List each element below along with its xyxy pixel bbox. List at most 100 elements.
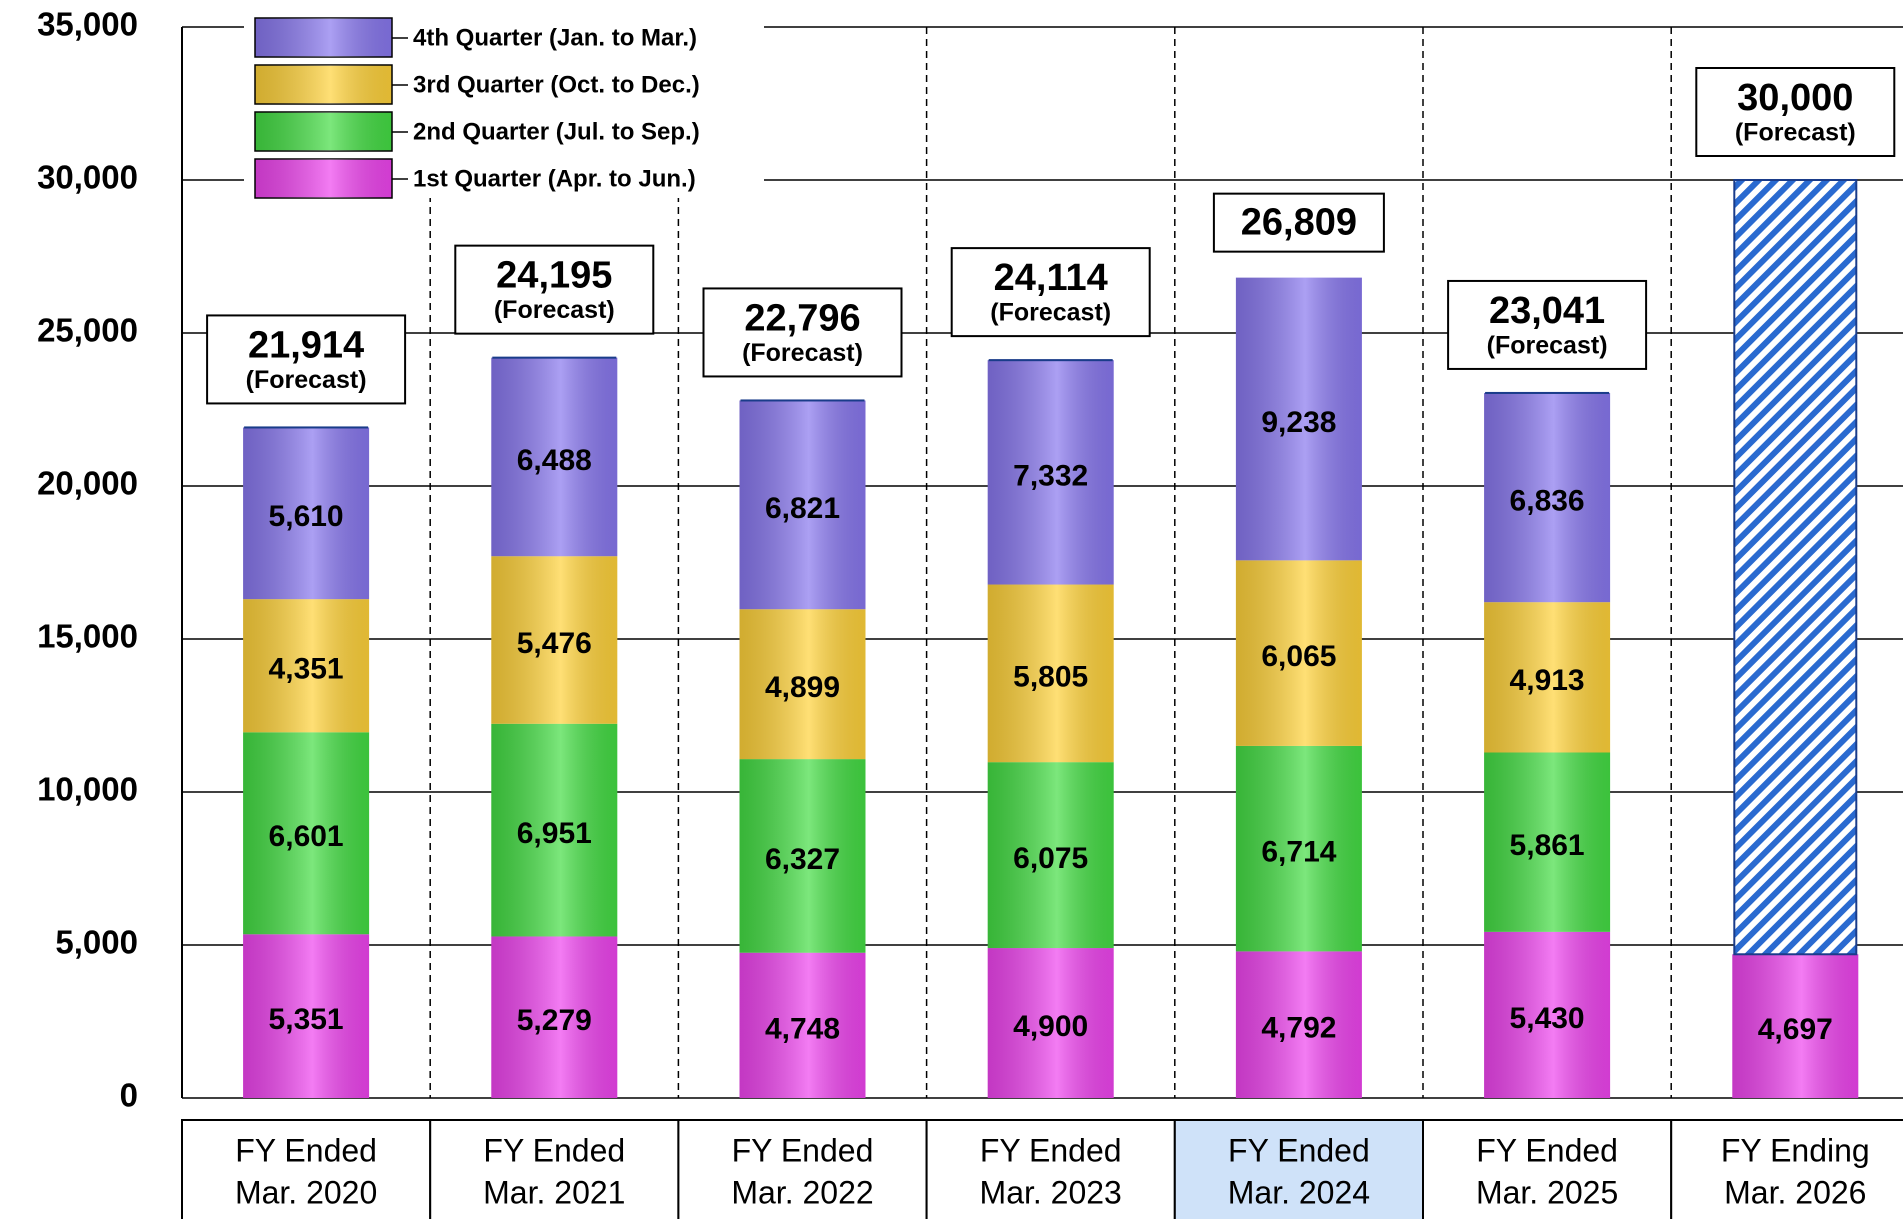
value-label: 4,351 [269,653,344,686]
value-label: 5,861 [1510,829,1585,862]
legend-swatch-shading [255,159,392,198]
value-label: 4,792 [1261,1012,1336,1045]
category-cell [1670,1119,1903,1219]
bar-shading [739,609,866,760]
forecast-label: (Forecast) [990,299,1111,327]
total-label: 24,114 [994,257,1108,299]
total-box [950,247,1151,338]
y-tick-label: 0 [120,1077,138,1114]
value-label: 5,610 [269,500,344,533]
x-tick-label: Mar. 2020 [235,1174,377,1210]
bar-shading [987,584,1114,763]
x-tick-label: Mar. 2025 [1476,1174,1618,1210]
value-label: 6,488 [517,444,592,477]
y-tick-label: 20,000 [37,465,138,502]
value-label: 9,238 [1261,406,1336,439]
x-tick-label: Mar. 2021 [483,1174,625,1210]
bar-shading [243,732,370,935]
legend-label: 1st Quarter (Apr. to Jun.) [413,165,696,192]
value-label: 5,476 [517,627,592,660]
value-label: 4,697 [1758,1013,1833,1046]
bar-shading [987,762,1114,949]
x-tick-label: Mar. 2026 [1724,1174,1866,1210]
value-label: 5,430 [1510,1002,1585,1035]
y-tick-label: 35,000 [37,6,138,43]
forecast-bar [1733,179,1858,956]
value-label: 6,714 [1261,836,1336,869]
x-tick-label: FY Ended [980,1132,1122,1168]
bar-shading [491,556,618,724]
x-tick-label: FY Ended [732,1132,874,1168]
x-tick-label: Mar. 2024 [1228,1174,1370,1210]
y-tick-label: 15,000 [37,618,138,655]
value-label: 5,351 [269,1003,344,1036]
x-tick-label: Mar. 2022 [731,1174,873,1210]
value-label: 5,279 [517,1004,592,1037]
bar-shading [739,400,866,610]
forecast-label: (Forecast) [494,296,615,324]
value-label: 4,748 [765,1012,840,1045]
x-tick-label: FY Ended [1228,1132,1370,1168]
total-label: 21,914 [248,324,364,366]
bar-shading [1235,277,1362,561]
bar-shading [1235,951,1362,1098]
total-box [1447,279,1648,370]
legend-swatch-shading [255,112,392,151]
y-tick-label: 5,000 [55,924,138,961]
total-label: 22,796 [744,297,860,339]
value-label: 6,836 [1510,484,1585,517]
category-cell [181,1119,432,1219]
bar-shading [1484,931,1611,1098]
value-label: 4,899 [765,671,840,704]
value-label: 6,601 [269,820,344,853]
y-tick-label: 30,000 [37,159,138,196]
x-tick-label: Mar. 2023 [980,1174,1122,1210]
bar-shading [491,936,618,1098]
bar-shading [243,934,370,1098]
legend-label: 2nd Quarter (Jul. to Sep.) [413,118,700,145]
total-box [702,287,903,378]
category-cell [925,1119,1176,1219]
x-tick-label: FY Ending [1721,1132,1870,1168]
bar-shading [739,759,866,953]
total-box [206,314,407,405]
category-cell [677,1119,928,1219]
value-label: 5,805 [1013,660,1088,693]
total-label: 23,041 [1489,290,1605,332]
bar-shading [243,599,370,733]
value-label: 6,065 [1261,640,1336,673]
legend-label: 4th Quarter (Jan. to Mar.) [413,24,697,51]
forecast-label: (Forecast) [1735,119,1856,147]
value-label: 4,913 [1510,664,1585,697]
bar-shading [1484,602,1611,753]
bar-shading [1484,392,1611,603]
total-box [1695,67,1896,157]
legend-swatch-shading [255,65,392,104]
category-cell [1173,1119,1425,1219]
total-label: 30,000 [1737,77,1853,119]
bar-shading [987,948,1114,1098]
category-cell [429,1119,680,1219]
x-tick-label: FY Ended [1476,1132,1618,1168]
bar-shading [243,427,370,600]
x-tick-label: FY Ended [483,1132,625,1168]
forecast-label: (Forecast) [1487,332,1608,360]
bar-shading [739,952,866,1098]
total-box [1212,192,1385,253]
forecast-label: (Forecast) [742,339,863,367]
value-label: 6,075 [1013,842,1088,875]
value-label: 7,332 [1013,459,1088,492]
forecast-label: (Forecast) [246,366,367,394]
total-label: 26,809 [1241,202,1357,244]
bar-shading [1235,560,1362,746]
y-tick-label: 10,000 [37,771,138,808]
bar-shading [491,723,618,937]
total-box [454,244,655,335]
bar-shading [1235,745,1362,952]
value-label: 4,900 [1013,1010,1088,1043]
legend-label: 3rd Quarter (Oct. to Dec.) [413,71,700,98]
value-label: 6,951 [517,817,592,850]
bar-shading [1732,954,1859,1098]
